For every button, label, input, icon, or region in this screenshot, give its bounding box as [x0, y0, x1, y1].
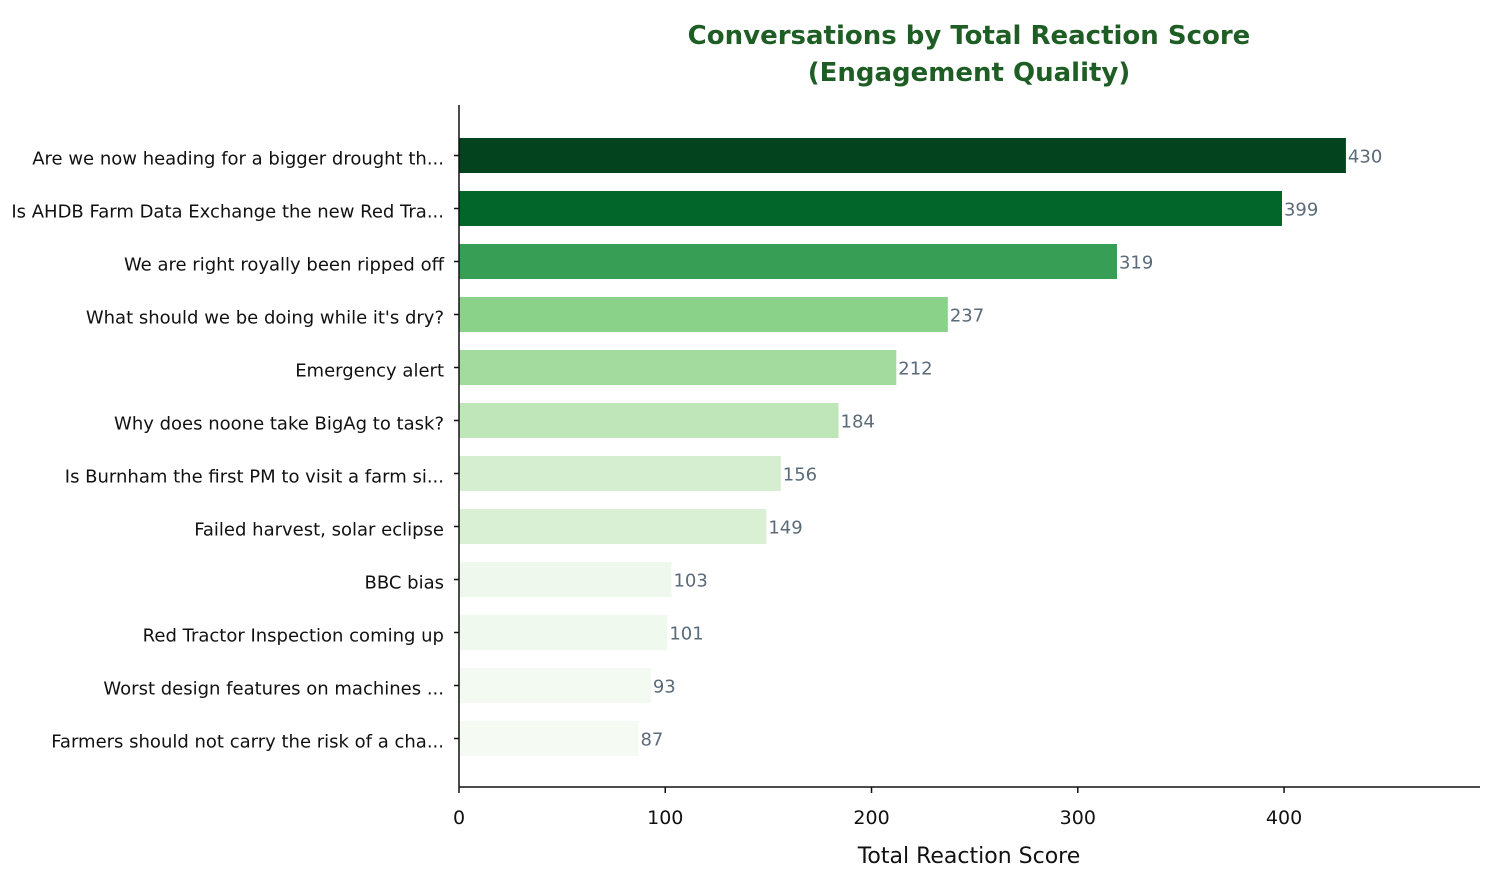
bar-5 — [459, 403, 839, 438]
bar-0 — [459, 138, 1346, 173]
category-label-11: Farmers should not carry the risk of a c… — [51, 732, 444, 753]
x-tick-label-3: 300 — [1060, 807, 1096, 829]
category-labels-group: Are we now heading for a bigger drought … — [11, 149, 459, 753]
category-label-7: Failed harvest, solar eclipse — [194, 520, 444, 541]
value-label-8: 103 — [673, 571, 707, 592]
category-label-4: Emergency alert — [295, 361, 444, 382]
category-label-9: Red Tractor Inspection coming up — [143, 626, 444, 647]
bar-4 — [459, 350, 897, 385]
x-tick-label-4: 400 — [1266, 807, 1302, 829]
bar-3 — [459, 297, 948, 332]
bar-6 — [459, 456, 781, 491]
category-label-3: What should we be doing while it's dry? — [86, 308, 444, 329]
value-label-11: 87 — [640, 730, 663, 751]
bar-11 — [459, 721, 639, 756]
bar-1 — [459, 191, 1282, 226]
x-axis: 0 100 200 300 400 — [453, 787, 1302, 829]
x-axis-title: Total Reaction Score — [857, 844, 1081, 869]
category-label-0: Are we now heading for a bigger drought … — [32, 149, 444, 170]
category-label-1: Is AHDB Farm Data Exchange the new Red T… — [11, 202, 444, 223]
value-label-1: 399 — [1284, 200, 1318, 221]
value-label-3: 237 — [950, 306, 984, 327]
chart-title-line-1: Conversations by Total Reaction Score — [688, 21, 1251, 51]
category-label-6: Is Burnham the first PM to visit a farm … — [65, 467, 444, 488]
bar-10 — [459, 668, 651, 703]
value-label-9: 101 — [669, 624, 703, 645]
bar-7 — [459, 509, 767, 544]
value-label-6: 156 — [783, 465, 817, 486]
value-label-0: 430 — [1348, 147, 1382, 168]
category-label-2: We are right royally been ripped off — [124, 255, 445, 276]
value-label-10: 93 — [653, 677, 676, 698]
x-tick-label-0: 0 — [453, 807, 465, 829]
bar-9 — [459, 615, 668, 650]
category-label-5: Why does noone take BigAg to task? — [114, 414, 444, 435]
value-label-5: 184 — [841, 412, 875, 433]
value-labels-group: 430 399 319 237 212 184 156 149 103 101 93 87 — [640, 147, 1382, 751]
bars-group — [459, 138, 1346, 756]
bar-2 — [459, 244, 1117, 279]
chart-title-line-2: (Engagement Quality) — [808, 58, 1131, 88]
value-label-4: 212 — [898, 359, 932, 380]
x-tick-label-2: 200 — [853, 807, 889, 829]
category-label-10: Worst design features on machines ... — [103, 679, 444, 700]
value-label-2: 319 — [1119, 253, 1153, 274]
bar-8 — [459, 562, 672, 597]
x-tick-label-1: 100 — [647, 807, 683, 829]
category-label-8: BBC bias — [364, 573, 444, 594]
value-label-7: 149 — [768, 518, 802, 539]
